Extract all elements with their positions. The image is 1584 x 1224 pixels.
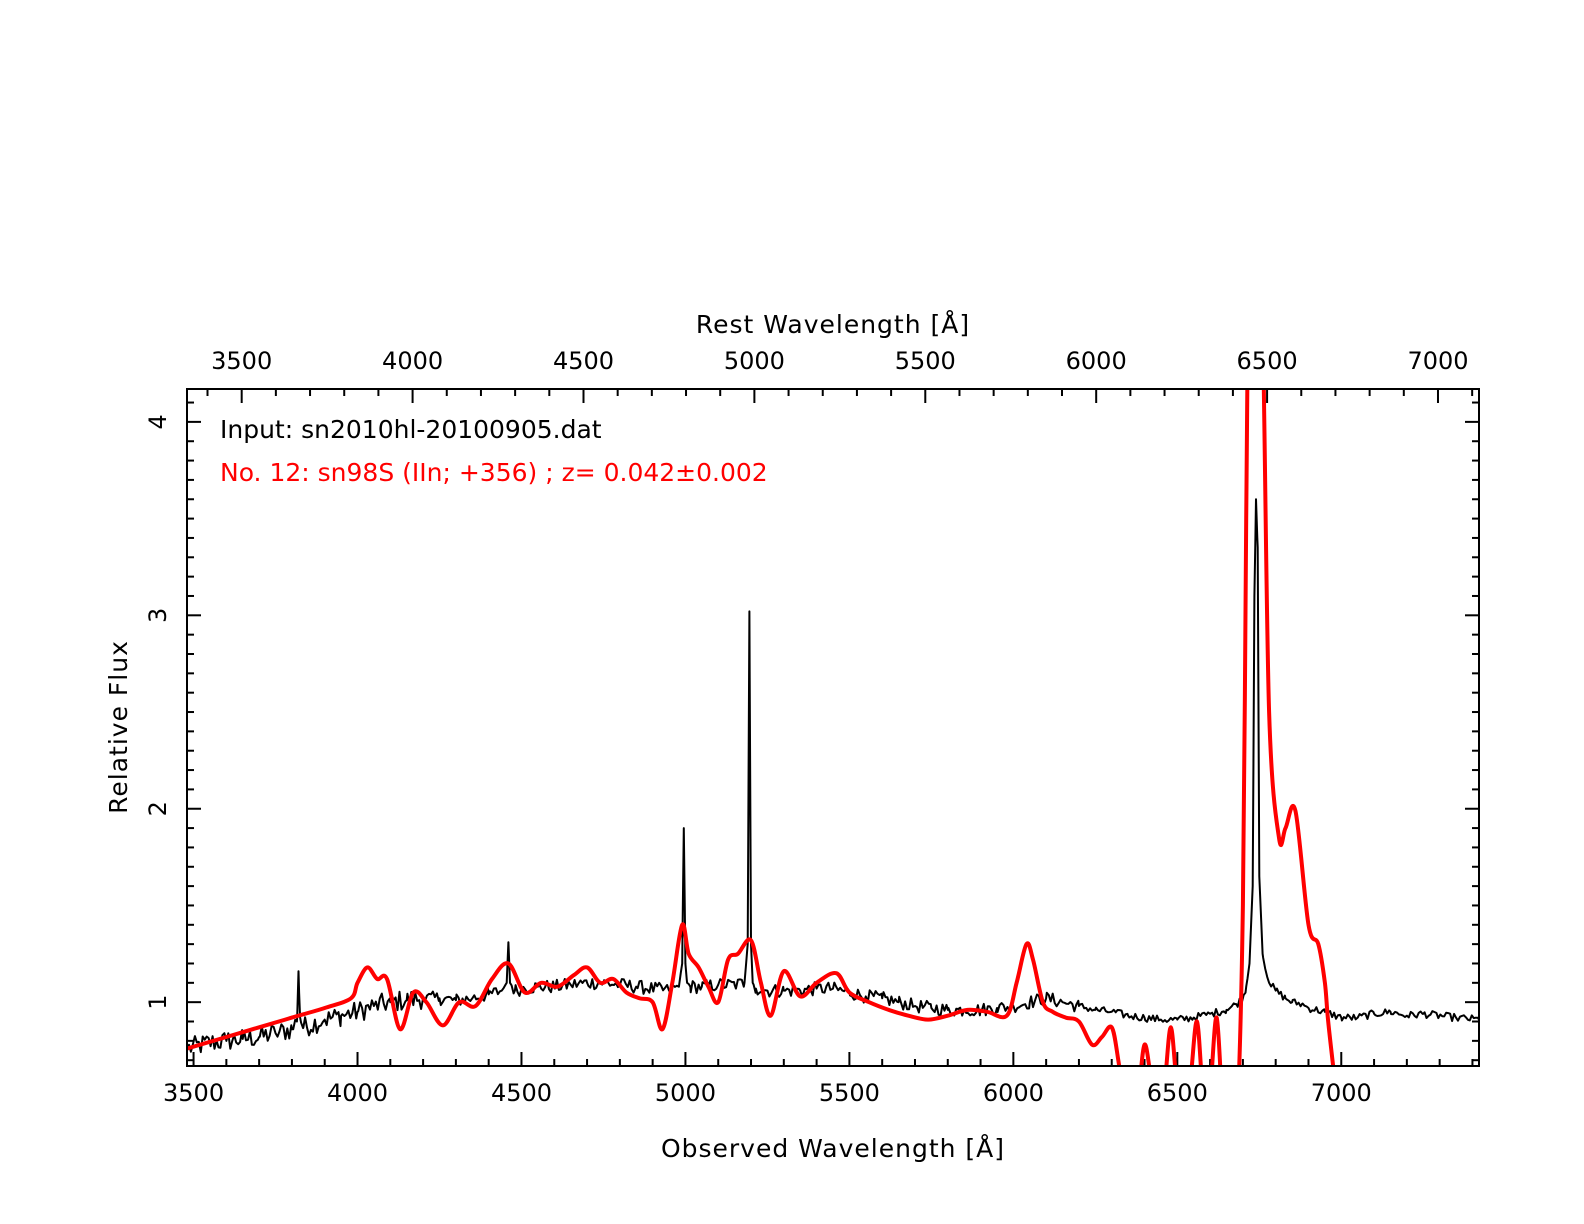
annotation-match: No. 12: sn98S (IIn; +356) ; z= 0.042±0.0… — [220, 458, 768, 487]
bottom-tick-label: 6000 — [983, 1079, 1044, 1107]
top-tick-label: 3500 — [211, 347, 272, 375]
bottom-tick-label: 5500 — [819, 1079, 880, 1107]
bottom-tick-label: 4000 — [327, 1079, 388, 1107]
y-axis-title: Relative Flux — [104, 640, 133, 814]
annotation-input: Input: sn2010hl-20100905.dat — [220, 415, 602, 444]
plot-frame — [186, 388, 1480, 1067]
y-tick-label: 4 — [144, 414, 172, 429]
bottom-tick-label: 5000 — [655, 1079, 716, 1107]
top-x-axis: 3500 4000 4500 5000 5500 6000 6500 7000 — [206, 347, 1474, 403]
top-tick-label: 5000 — [724, 347, 785, 375]
bottom-x-axis: 3500 4000 4500 5000 5500 6000 6500 7000 — [163, 1052, 1474, 1107]
y-tick-label: 1 — [144, 995, 172, 1010]
series-observed-line — [187, 498, 1479, 1054]
bottom-tick-label: 6500 — [1147, 1079, 1208, 1107]
x-axis-top-title: Rest Wavelength [Å] — [696, 310, 970, 339]
x-axis-bottom-title: Observed Wavelength [Å] — [661, 1134, 1005, 1163]
bottom-tick-label: 4500 — [491, 1079, 552, 1107]
series-group — [187, 389, 1479, 1066]
top-tick-label: 4500 — [553, 347, 614, 375]
bottom-tick-label: 3500 — [163, 1079, 224, 1107]
series-template-line — [187, 389, 1336, 1066]
top-tick-label: 7000 — [1407, 347, 1468, 375]
top-tick-label: 6000 — [1066, 347, 1127, 375]
top-tick-label: 5500 — [895, 347, 956, 375]
bottom-tick-label: 7000 — [1311, 1079, 1372, 1107]
y-tick-label: 3 — [144, 608, 172, 623]
top-tick-label: 6500 — [1237, 347, 1298, 375]
y-axis: 1 2 3 4 — [144, 401, 1479, 1062]
top-tick-label: 4000 — [382, 347, 443, 375]
y-tick-label: 2 — [144, 801, 172, 816]
